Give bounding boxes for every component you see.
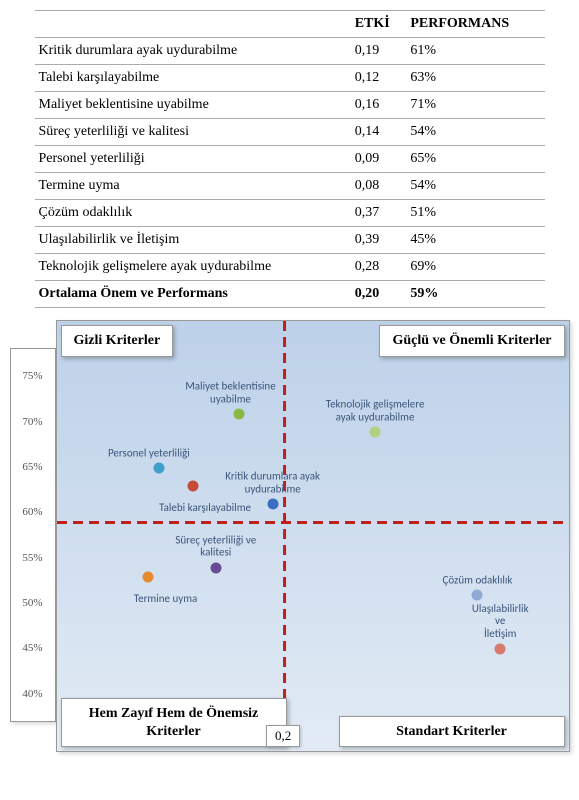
ytick: 70% [11,416,55,428]
table-row: Süreç yeterliliği ve kalitesi0,1454% [35,119,545,146]
data-point [495,643,506,654]
table-cell: Teknolojik gelişmelere ayak uydurabilme [35,254,351,281]
ytick: 50% [11,597,55,609]
table-cell: 0,08 [351,173,407,200]
y-axis: 40% 45% 50% 55% 60% 65% 70% 75% [10,348,56,722]
ytick: 55% [11,552,55,564]
data-point [153,463,164,474]
data-point [233,409,244,420]
table-cell: 0,37 [351,200,407,227]
table-cell: 51% [406,200,544,227]
table-cell: 0,19 [351,38,407,65]
plot-svg [57,321,569,751]
table-row: Teknolojik gelişmelere ayak uydurabilme0… [35,254,545,281]
table-row: Ulaşılabilirlik ve İletişim0,3945% [35,227,545,254]
table-cell: 0,14 [351,119,407,146]
table-row: Termine uyma0,0854% [35,173,545,200]
data-point [267,499,278,510]
table-cell: 69% [406,254,544,281]
label-top-right: Güçlü ve Önemli Kriterler [379,325,564,357]
col-blank [35,11,351,38]
col-etki: ETKİ [351,11,407,38]
table-cell: 45% [406,227,544,254]
table-row: Maliyet beklentisine uyabilme0,1671% [35,92,545,119]
label-top-left: Gizli Kriterler [61,325,174,357]
plot-area: Gizli Kriterler Güçlü ve Önemli Kriterle… [56,320,570,752]
col-performans: PERFORMANS [406,11,544,38]
table-cell: 0,16 [351,92,407,119]
table-row: Çözüm odaklılık0,3751% [35,200,545,227]
data-point [370,427,381,438]
table-cell: Ortalama Önem ve Performans [35,281,351,308]
table-cell: 54% [406,119,544,146]
table-cell: 61% [406,38,544,65]
ytick: 75% [11,370,55,382]
data-point [142,571,153,582]
data-point [472,589,483,600]
ytick: 60% [11,506,55,518]
ytick: 40% [11,688,55,700]
table-cell: Süreç yeterliliği ve kalitesi [35,119,351,146]
table-cell: Çözüm odaklılık [35,200,351,227]
label-bottom-left: Hem Zayıf Hem de ÖnemsizKriterler [61,698,287,747]
ytick: 45% [11,642,55,654]
ytick: 65% [11,461,55,473]
table-cell: Maliyet beklentisine uyabilme [35,92,351,119]
data-point [188,481,199,492]
table-cell: 71% [406,92,544,119]
data-point [210,562,221,573]
table-cell: 0,39 [351,227,407,254]
table-row: Talebi karşılayabilme0,1263% [35,65,545,92]
table-cell: 63% [406,65,544,92]
table-cell: 59% [406,281,544,308]
table-cell: 0,28 [351,254,407,281]
table-cell: Termine uyma [35,173,351,200]
table-cell: Talebi karşılayabilme [35,65,351,92]
criteria-table: ETKİ PERFORMANS Kritik durumlara ayak uy… [35,10,545,308]
quadrant-chart: 40% 45% 50% 55% 60% 65% 70% 75% Gizli Kriterler… [10,320,570,780]
table-cell: 0,20 [351,281,407,308]
x-center-tick: 0,2 [266,725,300,747]
table-row: Personel yeterliliği0,0965% [35,146,545,173]
table-cell: Ulaşılabilirlik ve İletişim [35,227,351,254]
table-cell: 0,09 [351,146,407,173]
table-cell: Kritik durumlara ayak uydurabilme [35,38,351,65]
label-bottom-right: Standart Kriterler [339,716,565,748]
table-total-row: Ortalama Önem ve Performans0,2059% [35,281,545,308]
table-cell: 65% [406,146,544,173]
table-cell: 0,12 [351,65,407,92]
table-row: Kritik durumlara ayak uydurabilme0,1961% [35,38,545,65]
table-cell: Personel yeterliliği [35,146,351,173]
table-cell: 54% [406,173,544,200]
